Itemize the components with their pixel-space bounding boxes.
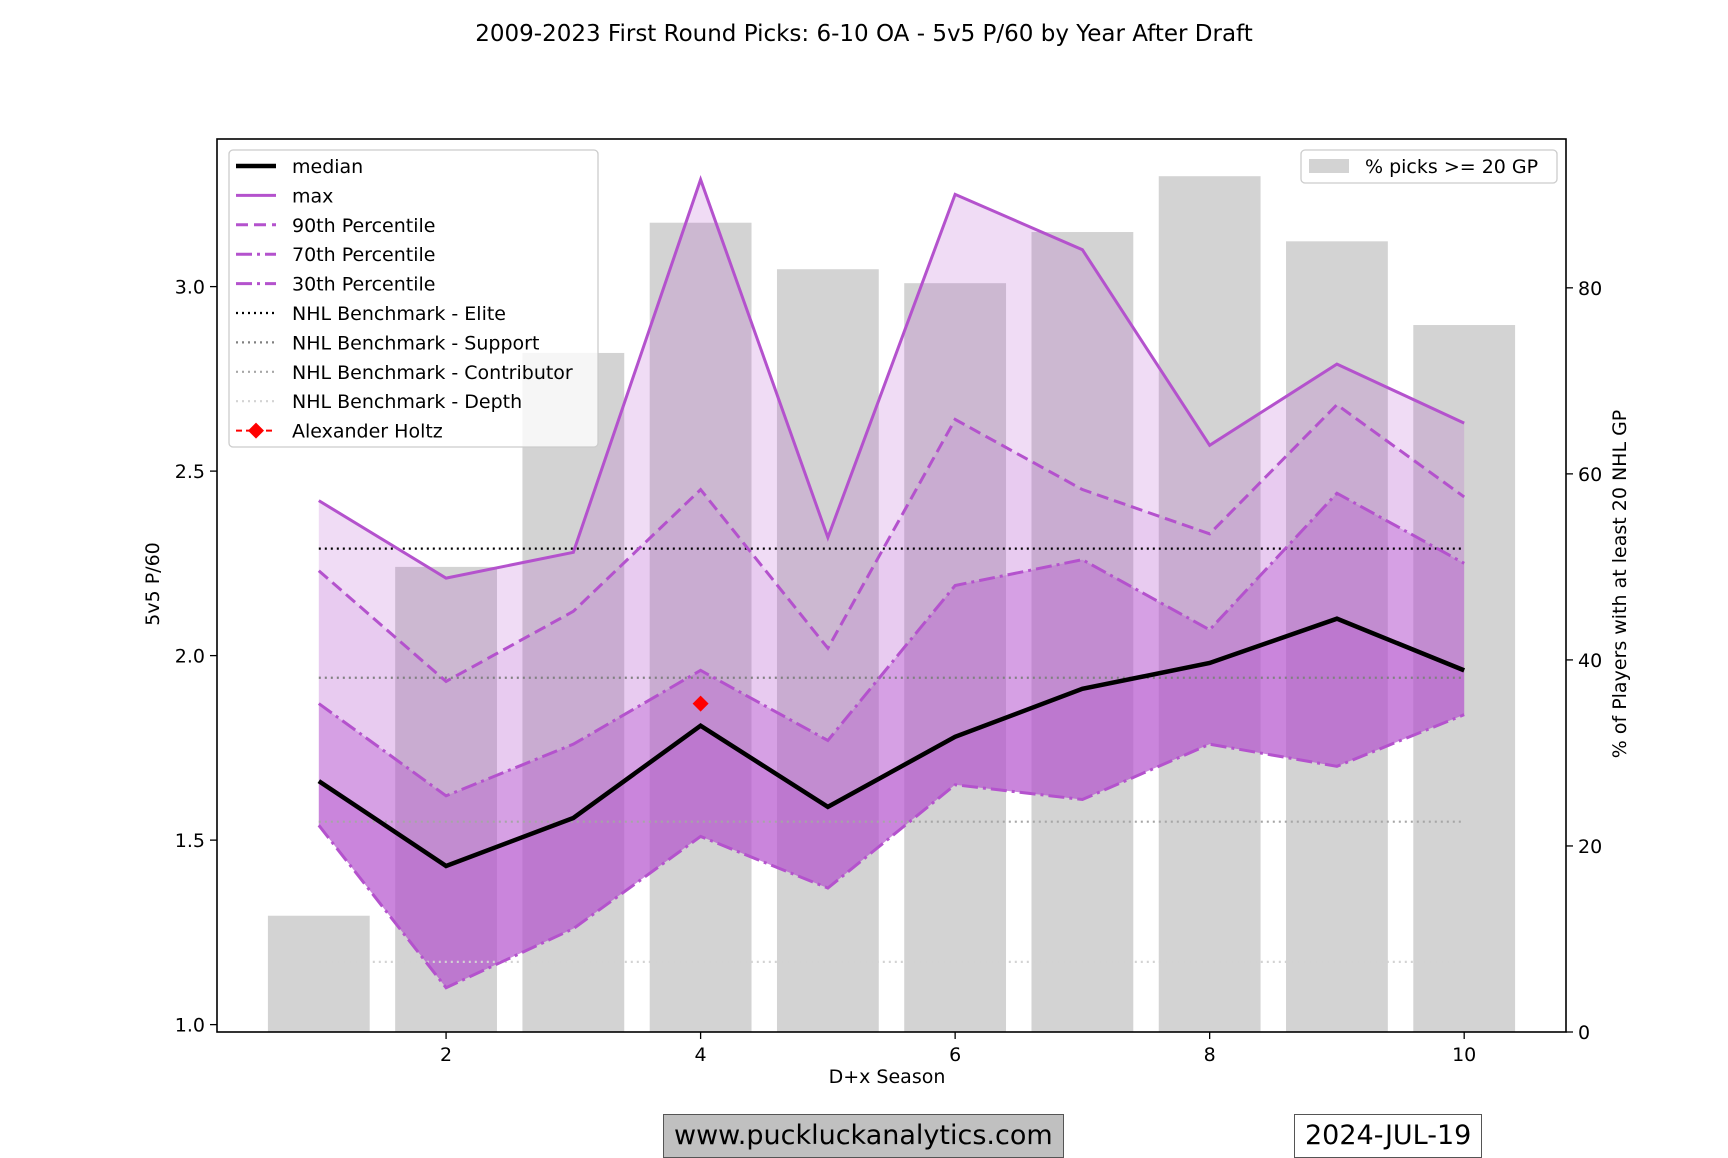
band-90-70 xyxy=(318,404,1465,796)
legend-bars: % picks >= 20 GP xyxy=(1300,149,1558,184)
bar xyxy=(267,915,370,1032)
series-line xyxy=(317,491,1465,798)
plot-frame xyxy=(216,138,1567,1033)
x-tick-label: 4 xyxy=(695,1044,707,1066)
legend-frame xyxy=(228,149,599,448)
x-tick-label: 2 xyxy=(440,1044,452,1066)
legend-frame xyxy=(1300,149,1558,184)
legend-label: 90th Percentile xyxy=(292,215,435,237)
legend-label: NHL Benchmark - Elite xyxy=(292,303,506,325)
legend-label: NHL Benchmark - Contributor xyxy=(292,362,573,384)
y-tick-label: 1.0 xyxy=(175,1015,205,1037)
y-tick-label: 2.0 xyxy=(175,646,205,668)
chart-title: 2009-2023 First Round Picks: 6-10 OA - 5… xyxy=(475,21,1253,47)
y-tick-label: 3.0 xyxy=(175,277,205,299)
x-tick-label: 6 xyxy=(949,1044,961,1066)
legend-label: max xyxy=(292,185,333,207)
legend-label: 30th Percentile xyxy=(292,274,435,296)
date-label: 2024-JUL-19 xyxy=(1294,1114,1483,1158)
legend-swatch xyxy=(1309,159,1349,173)
x-tick-label: 8 xyxy=(1204,1044,1216,1066)
series-line xyxy=(317,713,1465,990)
band-median-30 xyxy=(318,618,1465,988)
y-tick-label: 1.5 xyxy=(175,830,205,852)
legend-label: NHL Benchmark - Depth xyxy=(292,391,522,413)
x-tick-label: 10 xyxy=(1452,1044,1476,1066)
legend-label: NHL Benchmark - Support xyxy=(292,332,539,354)
band-max-90 xyxy=(318,179,1465,682)
plot-area: 2 4 6 8 10 1.0 1.5 2.0 2.5 3.0 0 20 40 60 80 xyxy=(175,138,1602,1066)
series-line xyxy=(317,402,1466,684)
legend-label: 70th Percentile xyxy=(292,244,435,266)
legend-label: % picks >= 20 GP xyxy=(1365,156,1538,178)
y2-tick-label: 80 xyxy=(1578,278,1602,300)
y2-tick-label: 60 xyxy=(1578,464,1602,486)
y2-tick-label: 40 xyxy=(1578,650,1602,672)
y-axis-label: 5v5 P/60 xyxy=(142,542,164,626)
y2-tick-label: 0 xyxy=(1578,1022,1590,1044)
y2-tick-label: 20 xyxy=(1578,836,1602,858)
y2-axis-label: % of Players with at least 20 NHL GP xyxy=(1609,410,1631,759)
x-axis-label: D+x Season xyxy=(829,1066,946,1088)
bar xyxy=(649,222,752,1032)
player-point xyxy=(692,695,709,712)
website-label: www.puckluckanalytics.com xyxy=(663,1114,1064,1158)
series-line xyxy=(318,175,1465,580)
y-tick-label: 2.5 xyxy=(175,461,205,483)
band-70-30 xyxy=(318,493,1465,988)
series-line xyxy=(317,616,1466,869)
legend-marker xyxy=(248,422,264,439)
legend-series: median max 90th Percentile 70th Percentile 3… xyxy=(228,149,599,448)
legend-label: Alexander Holtz xyxy=(292,421,443,443)
legend-label: median xyxy=(292,156,363,178)
